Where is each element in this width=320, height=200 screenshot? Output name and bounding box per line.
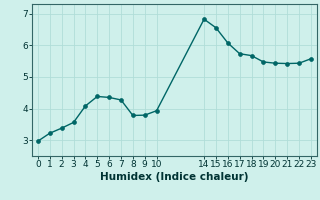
X-axis label: Humidex (Indice chaleur): Humidex (Indice chaleur) <box>100 172 249 182</box>
